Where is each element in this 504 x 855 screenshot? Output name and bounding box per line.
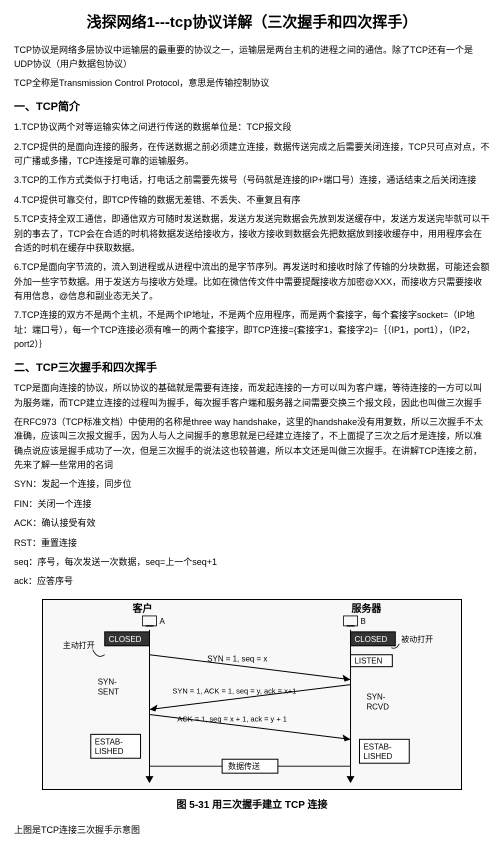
section1-title: 一、TCP简介	[14, 99, 490, 116]
diagram-caption: 图 5-31 用三次握手建立 TCP 连接	[42, 798, 462, 813]
host-b: B	[360, 617, 365, 626]
estab-s-1: ESTAB-	[363, 742, 391, 751]
syn-sent-1: SYN-	[98, 677, 117, 686]
syn-rcvd-2: RCVD	[366, 702, 389, 711]
msg1: SYN = 1, seq = x	[207, 655, 267, 664]
rst-def: RST：重置连接	[14, 536, 490, 550]
listen-state: LISTEN	[355, 657, 383, 666]
s1-p1: 1.TCP协议两个对等运输实体之间进行传送的数据单位是：TCP报文段	[14, 120, 490, 134]
data-transfer: 数据传送	[228, 761, 260, 771]
syn-rcvd-1: SYN-	[366, 692, 385, 701]
section2-title: 二、TCP三次握手和四次挥手	[14, 360, 490, 377]
msg2: SYN = 1, ACK = 1, seq = y, ack = x+1	[172, 686, 296, 695]
s1-p5: 5.TCP支持全双工通信，即通信双方可随时发送数据，发送方发送完数据会先放到发送…	[14, 212, 490, 255]
closed-server: CLOSED	[355, 635, 388, 644]
estab-c-2: LISHED	[95, 747, 124, 756]
server-label: 服务器	[352, 602, 383, 615]
fin-def: FIN：关闭一个连接	[14, 497, 490, 511]
syn-def: SYN：发起一个连接，同步位	[14, 477, 490, 491]
s2-p2: 在RFC973（TCP标准文档）中使用的名称是three way handsha…	[14, 415, 490, 473]
passive-open: 被动打开	[401, 634, 433, 644]
intro-1: TCP协议是网络多层协议中运输层的最重要的协议之一，运输层是两台主机的进程之间的…	[14, 43, 490, 72]
handshake-diagram: 客户 服务器 A B CLOSED CLOSED 主动打开 被动打开 LISTE…	[42, 599, 462, 814]
seq-def: seq：序号，每次发送一次数据，seq=上一个seq+1	[14, 555, 490, 569]
handshake-svg: 客户 服务器 A B CLOSED CLOSED 主动打开 被动打开 LISTE…	[42, 599, 462, 790]
s1-p7: 7.TCP连接的双方不是两个主机，不是两个IP地址，不是两个应用程序，而是两个套…	[14, 308, 490, 351]
ack-def: ACK：确认接受有效	[14, 516, 490, 530]
page-title: 浅探网络1---tcp协议详解（三次握手和四次挥手）	[14, 12, 490, 35]
intro-2: TCP全称是Transmission Control Protocol，意思是传…	[14, 76, 490, 90]
estab-s-2: LISHED	[363, 752, 392, 761]
syn-sent-2: SENT	[98, 687, 119, 696]
host-a: A	[159, 617, 165, 626]
estab-c-1: ESTAB-	[95, 737, 123, 746]
s1-p6: 6.TCP是面向字节流的，流入到进程或从进程中流出的是字节序列。再发送时和接收时…	[14, 260, 490, 303]
ack2-def: ack：应答序号	[14, 574, 490, 588]
final-note: 上图是TCP连接三次握手示意图	[14, 823, 490, 837]
s1-p2: 2.TCP提供的是面向连接的服务，在传送数据之前必须建立连接，数据传送完成之后需…	[14, 140, 490, 169]
s1-p3: 3.TCP的工作方式类似于打电话，打电话之前需要先拨号（号码就是连接的IP+端口…	[14, 173, 490, 187]
msg3: ACK = 1, seq = x + 1, ack = y + 1	[177, 714, 287, 723]
s1-p4: 4.TCP提供可靠交付，即TCP传输的数据无差错、不丢失、不重复且有序	[14, 193, 490, 207]
closed-client: CLOSED	[109, 635, 142, 644]
s2-p1: TCP是面向连接的协议，所以协议的基础就是需要有连接，而发起连接的一方可以叫为客…	[14, 381, 490, 410]
client-label: 客户	[132, 602, 153, 615]
active-open: 主动打开	[63, 640, 95, 650]
